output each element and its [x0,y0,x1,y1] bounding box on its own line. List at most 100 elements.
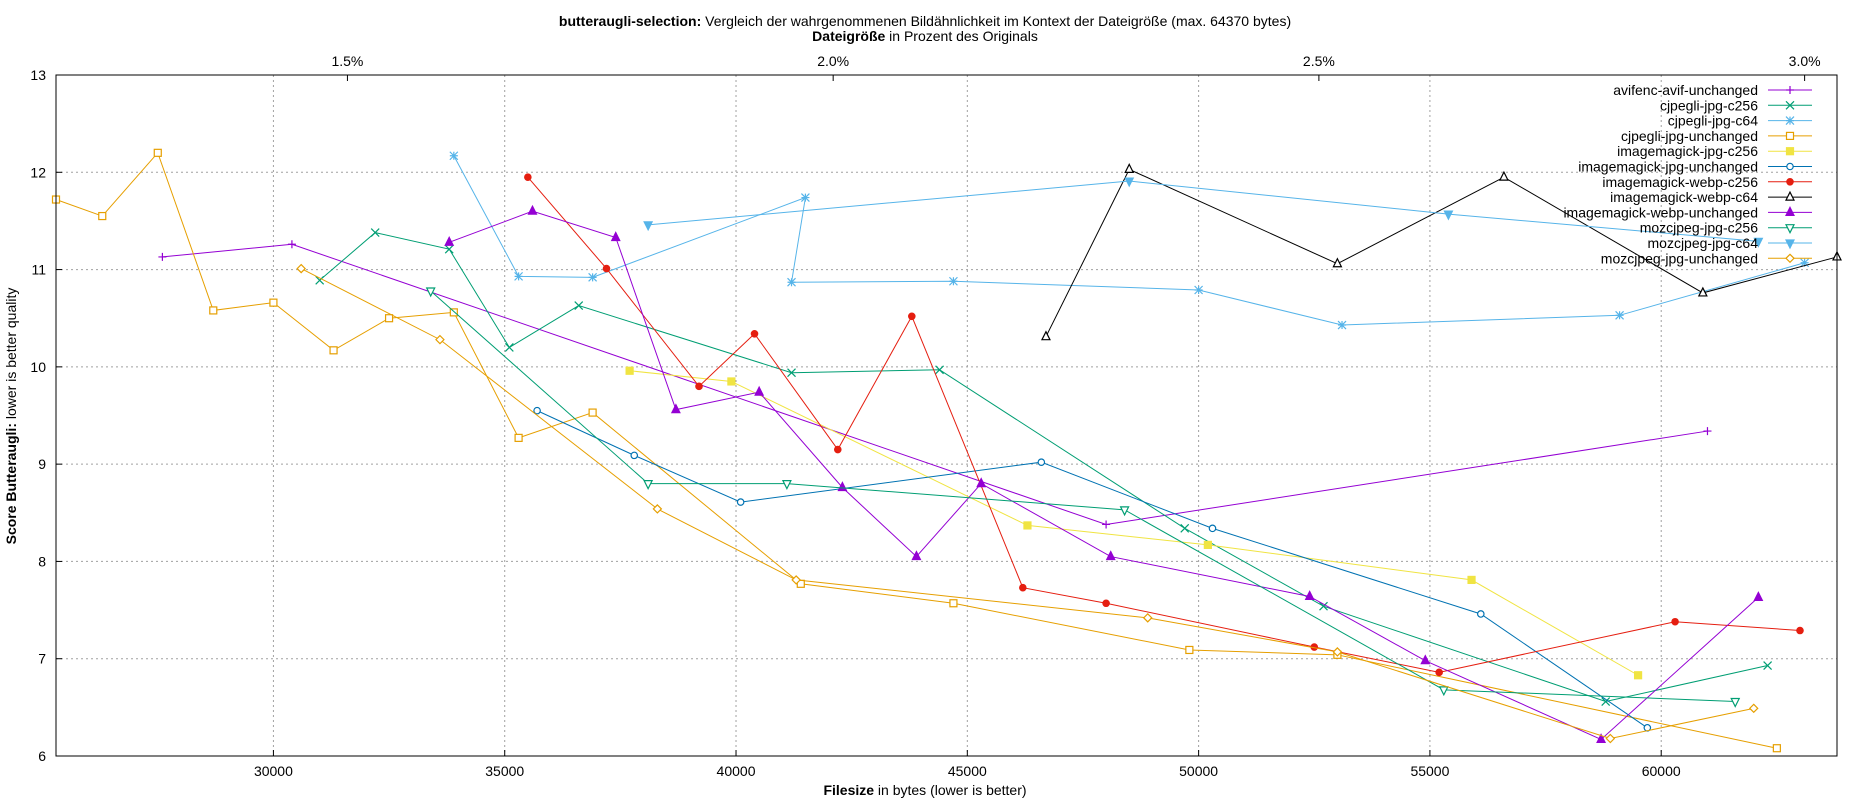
data-point [727,377,736,386]
data-point [1185,645,1194,655]
data-point [435,334,445,345]
data-point [1105,550,1116,561]
y-tick-label: 11 [31,262,46,278]
data-point [1730,697,1741,708]
series-line [449,210,1759,741]
data-point [1772,744,1781,753]
data-point [643,480,654,490]
data-point [670,403,681,414]
series-line [300,268,1754,740]
data-point [1023,521,1032,530]
data-point [695,382,703,391]
data-point [1601,697,1611,706]
data-point [1124,177,1135,188]
x2-tick-label: 1.5% [331,53,363,69]
data-point [911,550,922,561]
series-line [527,176,1801,673]
series-line [162,243,1708,525]
y-tick-label: 13 [30,67,46,83]
series-group [51,148,1842,753]
legend-label: cjpegli-jpg-c64 [1668,113,1758,129]
series-line [629,370,1639,676]
legend-marker [1785,253,1795,264]
data-point [1800,258,1810,268]
plot-frame [55,74,1838,757]
legend-marker [1785,147,1795,156]
data-point [533,406,541,415]
legend-label: imagemagick-webp-c256 [1602,174,1758,190]
series-imagemagick-webp-c256 [524,173,1804,677]
series-line [536,410,1648,729]
data-point [754,385,765,396]
data-point [588,408,597,417]
data-point [1194,285,1204,295]
x-axis-label: Filesize in bytes (lower is better) [823,782,1026,798]
data-point [1040,330,1051,341]
data-point [602,264,611,273]
data-point [384,314,394,323]
data-point [514,271,524,281]
data-point [630,451,639,460]
data-point [1605,733,1616,744]
x-tick-label: 50000 [1179,763,1218,779]
data-point [1332,257,1343,268]
series-line [1045,168,1838,337]
data-point [1203,540,1212,549]
data-point [1748,703,1759,714]
data-point [791,575,802,585]
y-tick-label: 8 [38,553,46,569]
legend-marker [1785,131,1795,140]
series-mozcjpeg-jpg-unchanged [296,263,1759,744]
series-avifenc-avif-unchanged [158,240,1712,529]
data-point [1796,626,1804,635]
data-point [1703,427,1712,436]
data-point [269,298,278,307]
data-point [524,173,532,181]
x-tick-label: 60000 [1642,763,1681,779]
data-point [736,498,745,506]
data-point [1443,210,1454,221]
series-line [319,232,1768,703]
legend-label: cjpegli-jpg-unchanged [1621,128,1758,144]
data-point [1037,458,1046,466]
series-imagemagick-webp-unchanged [444,204,1764,744]
data-point [444,235,455,246]
legend-label: imagemagick-jpg-c256 [1617,143,1758,159]
y-tick-label: 9 [38,456,46,472]
grid [56,75,1837,756]
legend-label: imagemagick-webp-c64 [1610,189,1758,205]
data-point [1208,524,1217,533]
data-point [158,252,167,261]
series-mozcjpeg-jpg-c256 [425,287,1741,708]
data-point [1438,686,1449,697]
data-point [1615,310,1625,320]
data-point [652,504,663,514]
x2-tick-label: 2.5% [1303,53,1335,69]
data-point [750,329,759,338]
data-point [98,211,107,221]
data-point [1477,610,1485,618]
data-point [1019,583,1027,592]
data-point [1304,590,1315,601]
data-point [209,306,218,315]
series-mozcjpeg-jpg-c64 [643,177,1764,248]
legend: avifenc-avif-unchangedcjpegli-jpg-c256cj… [1563,82,1812,266]
data-point [1596,733,1607,744]
data-point [800,193,810,203]
y-tick-label: 12 [30,164,46,180]
data-point [1102,520,1111,529]
data-point [949,599,958,608]
legend-label: mozcjpeg-jpg-c64 [1648,235,1759,251]
data-point [781,480,792,490]
x-tick-label: 55000 [1410,763,1449,779]
y-axis-label: Score Butteraugli: lower is better quali… [3,288,19,545]
legend-label: imagemagick-jpg-unchanged [1578,159,1758,175]
x-tick-label: 35000 [485,763,524,779]
series-line [453,155,1805,326]
data-point [1180,523,1190,533]
data-point [329,346,338,355]
series-line [648,180,1759,242]
data-point [296,263,307,274]
legend-marker [1785,224,1795,235]
